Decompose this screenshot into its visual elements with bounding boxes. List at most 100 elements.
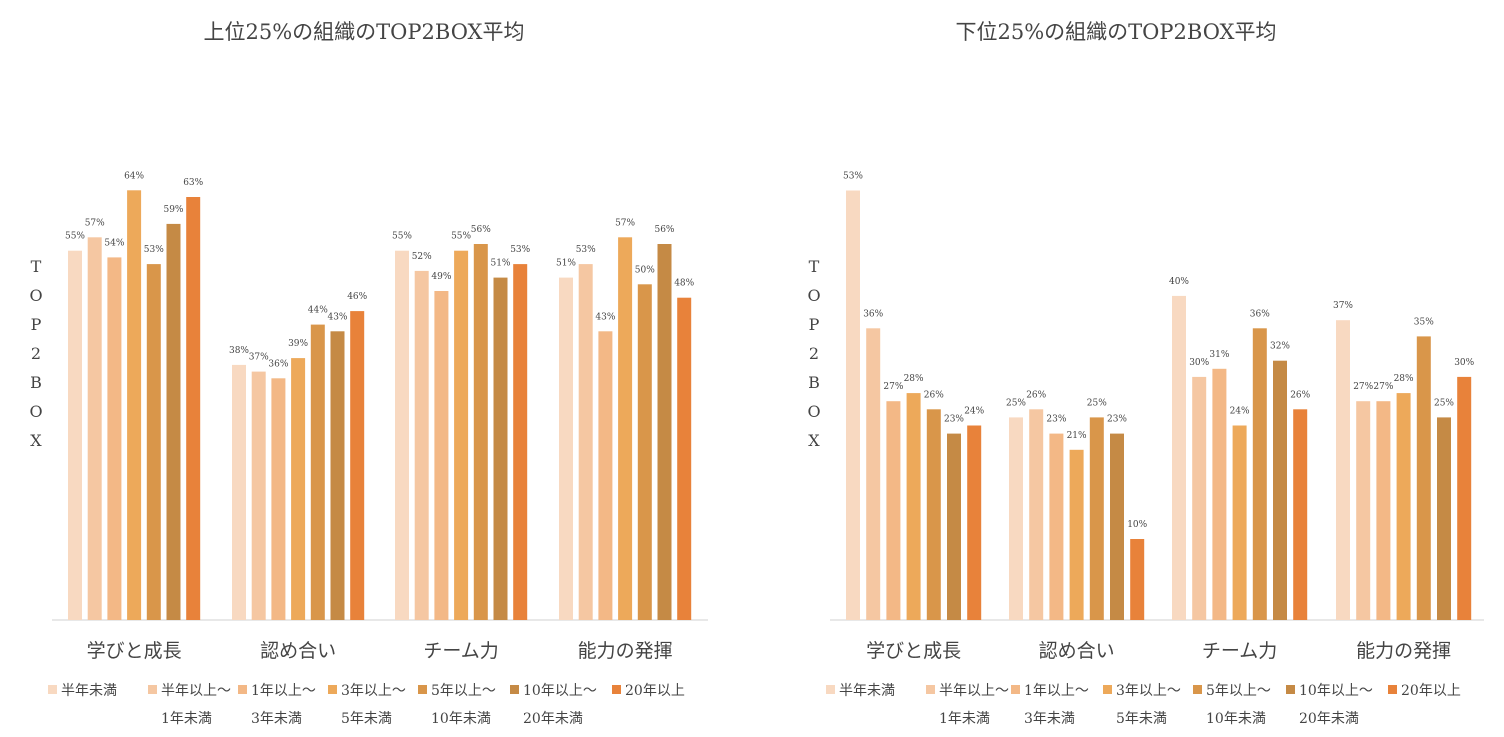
bar-chart-svg: 55%57%54%64%53%59%63%学びと成長38%37%36%39%44… — [52, 171, 708, 662]
legend-label: 半年未満 — [61, 683, 117, 699]
bar — [1273, 360, 1287, 620]
legend-item: 10年以上～ — [1286, 680, 1373, 700]
legend-swatch — [418, 685, 427, 694]
legend-label: 半年以上～ — [939, 683, 1009, 699]
bar — [967, 425, 982, 620]
data-label: 46% — [347, 292, 367, 302]
legend-swatch — [926, 685, 935, 694]
bar — [926, 409, 941, 620]
bar — [107, 257, 122, 620]
data-label: 32% — [1270, 342, 1290, 352]
data-label: 27% — [883, 382, 903, 392]
legend-item: 5年以上～ — [418, 680, 496, 700]
category-tick-label: 能力の発揮 — [578, 640, 673, 662]
bar — [1069, 449, 1084, 620]
legend-swatch — [826, 685, 835, 694]
chart-title: 上位25%の組織のTOP2BOX平均 — [203, 20, 525, 44]
data-label: 57% — [615, 218, 635, 228]
bar — [146, 264, 161, 620]
y-axis-label-char: X — [30, 431, 42, 450]
bar — [1029, 409, 1044, 620]
data-label: 40% — [1169, 277, 1189, 287]
legend-label-line2: 1年未満 — [939, 711, 990, 727]
legend-item: 半年以上～ — [148, 680, 231, 700]
data-label: 55% — [65, 232, 85, 242]
data-label: 28% — [904, 374, 924, 384]
bar — [637, 284, 652, 620]
data-label: 37% — [1333, 301, 1353, 311]
legend-item: 半年未満 — [826, 680, 895, 700]
bar — [559, 277, 573, 620]
data-label: 59% — [163, 205, 183, 215]
legend-label-line2: 5年未満 — [1116, 711, 1167, 727]
y-axis-label-char: T — [30, 257, 42, 276]
legend-swatch — [612, 685, 621, 694]
bar — [1172, 295, 1186, 620]
legend-label: 10年以上～ — [1299, 683, 1373, 699]
bar — [232, 364, 246, 620]
legend-swatch — [1388, 685, 1397, 694]
legend-label-line2: 3年未満 — [1024, 711, 1075, 727]
legend-item: 3年以上～ — [328, 680, 406, 700]
data-label: 23% — [944, 415, 964, 425]
bar — [310, 324, 325, 620]
data-label: 63% — [183, 178, 203, 188]
data-label: 53% — [144, 245, 164, 255]
bar — [657, 244, 672, 620]
bar — [1457, 376, 1472, 620]
data-label: 25% — [1434, 398, 1454, 408]
bar — [68, 250, 82, 620]
data-label: 51% — [490, 259, 510, 269]
bar — [1232, 425, 1247, 620]
category-tick-label: チーム力 — [423, 640, 498, 662]
data-label: 38% — [229, 346, 249, 356]
category-tick-label: 学びと成長 — [866, 640, 961, 662]
data-label: 31% — [1209, 350, 1229, 360]
bar — [271, 378, 286, 620]
bar — [414, 270, 429, 620]
data-label: 64% — [124, 171, 144, 181]
data-label: 26% — [1290, 390, 1310, 400]
y-axis-label-char: B — [808, 373, 820, 392]
legend-item: 5年以上～ — [1193, 680, 1271, 700]
legend-swatch — [1011, 685, 1020, 694]
data-label: 50% — [635, 265, 655, 275]
bar — [578, 264, 593, 620]
data-label: 26% — [924, 390, 944, 400]
bar-chart-svg: 53%36%27%28%26%23%24%学びと成長25%26%23%21%25… — [830, 172, 1484, 662]
y-axis-label-char: T — [808, 257, 820, 276]
bar — [434, 291, 449, 620]
legend-swatch — [510, 685, 519, 694]
bar — [127, 190, 142, 621]
data-label: 25% — [1087, 398, 1107, 408]
legend-label: 半年以上～ — [161, 683, 231, 699]
data-label: 53% — [843, 172, 863, 182]
legend-item: 3年以上～ — [1103, 680, 1181, 700]
bar — [618, 237, 633, 621]
data-label: 35% — [1414, 317, 1434, 327]
legend-label: 1年以上～ — [1024, 683, 1089, 699]
y-axis-label-char: O — [29, 286, 43, 305]
legend-label: 5年以上～ — [431, 683, 496, 699]
data-label: 25% — [1006, 398, 1026, 408]
data-label: 51% — [556, 259, 576, 269]
legend-label: 10年以上～ — [523, 683, 597, 699]
y-axis-label-char: O — [29, 402, 43, 421]
data-label: 52% — [412, 252, 432, 262]
data-label: 24% — [964, 407, 984, 417]
y-axis-label-char: 2 — [30, 344, 42, 363]
legend-label-line2: 20年未満 — [523, 711, 583, 727]
y-axis-label-char: O — [807, 402, 821, 421]
legend-item: 半年未満 — [48, 680, 117, 700]
legend-item: 1年以上～ — [238, 680, 316, 700]
bar — [350, 311, 365, 620]
bar — [395, 250, 409, 620]
data-label: 26% — [1026, 390, 1046, 400]
data-label: 49% — [431, 272, 451, 282]
data-label: 43% — [595, 312, 615, 322]
bar — [1130, 539, 1145, 620]
bar — [87, 237, 102, 621]
